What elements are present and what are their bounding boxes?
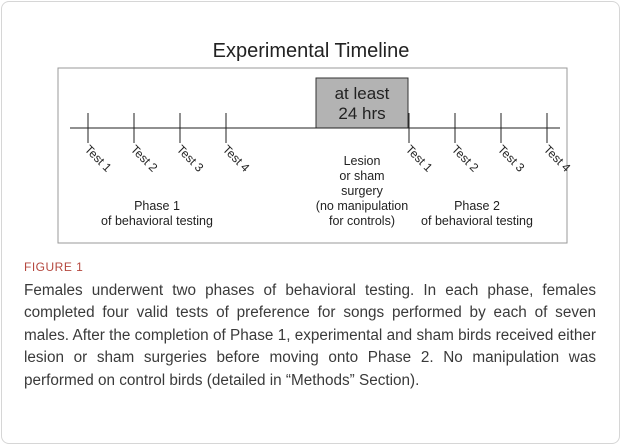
surgery-label: Lesion (344, 154, 381, 168)
test-label: Test 2 (449, 142, 482, 175)
test-label: Test 2 (128, 142, 161, 175)
test-label: Test 3 (495, 142, 528, 175)
test-label: Test 4 (220, 142, 253, 175)
surgery-label: or sham (339, 169, 384, 183)
gap-label: 24 hrs (338, 104, 385, 123)
phase-label: of behavioral testing (421, 214, 533, 228)
phase-label: of behavioral testing (101, 214, 213, 228)
test-label: Test 4 (541, 142, 574, 175)
gap-label: at least (335, 84, 390, 103)
diagram-title: Experimental Timeline (213, 40, 410, 62)
caption-text: Females underwent two phases of behavior… (24, 282, 596, 389)
phase-label: Phase 2 (454, 199, 500, 213)
phase-label: Phase 1 (134, 199, 180, 213)
surgery-label: surgery (341, 184, 383, 198)
test-label: Test 1 (403, 142, 436, 175)
surgery-label: for controls) (329, 214, 395, 228)
caption-label: FIGURE 1 (24, 260, 84, 274)
test-label: Test 3 (174, 142, 207, 175)
gap-box (315, 77, 409, 129)
surgery-label: (no manipulation (316, 199, 408, 213)
test-label: Test 1 (82, 142, 115, 175)
diagram-box (57, 67, 568, 244)
